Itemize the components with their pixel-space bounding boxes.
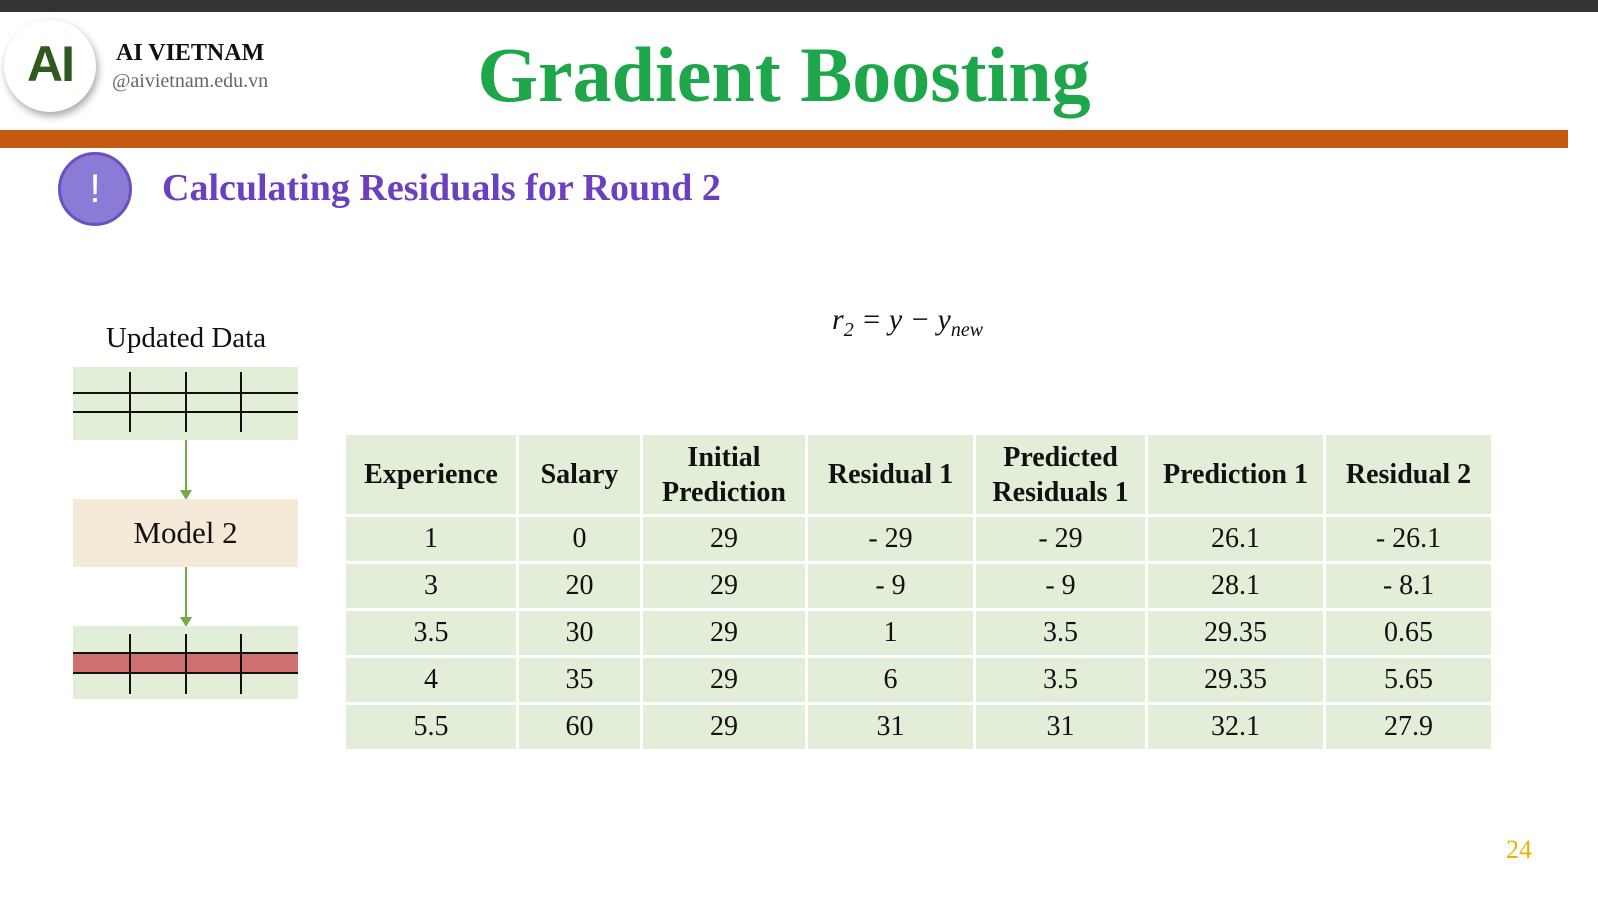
residual-output-grid — [73, 626, 298, 699]
table-cell: 31 — [805, 702, 976, 752]
table-cell: 3.5 — [973, 608, 1148, 658]
table-row: 3 20 29 - 9 - 9 28.1 - 8.1 — [343, 561, 1494, 611]
table-cell: 60 — [516, 702, 643, 752]
brand-handle: @aivietnam.edu.vn — [112, 70, 269, 92]
slide-title: Gradient Boosting — [477, 31, 1091, 118]
table-cell: 4 — [343, 655, 519, 705]
table-row: 4 35 29 6 3.5 29.35 5.65 — [343, 655, 1494, 705]
formula-eq: = y − y — [853, 303, 951, 336]
grid-line — [240, 634, 242, 694]
section-subtitle: Calculating Residuals for Round 2 — [162, 167, 721, 209]
grid-line — [129, 634, 131, 694]
table-cell: 0 — [516, 514, 643, 564]
table-cell: 35 — [516, 655, 643, 705]
brand-name: AI VIETNAM — [116, 40, 265, 66]
table-cell: 26.1 — [1145, 514, 1326, 564]
arrow-shaft — [185, 440, 187, 491]
table-cell: 30 — [516, 608, 643, 658]
updated-data-label: Updated Data — [105, 322, 267, 354]
table-cell: - 8.1 — [1323, 561, 1494, 611]
table-cell: 5.65 — [1323, 655, 1494, 705]
arrow-down-icon — [180, 490, 192, 500]
table-cell: - 26.1 — [1323, 514, 1494, 564]
logo: AI — [4, 20, 96, 112]
table-cell: - 29 — [805, 514, 976, 564]
table-cell: 3 — [343, 561, 519, 611]
table-cell: 29 — [640, 561, 808, 611]
header-initial-prediction: Initial Prediction — [640, 432, 808, 517]
table-cell: 3.5 — [973, 655, 1148, 705]
table-cell: 28.1 — [1145, 561, 1326, 611]
table-cell: 29.35 — [1145, 655, 1326, 705]
table-row: 3.5 30 29 1 3.5 29.35 0.65 — [343, 608, 1494, 658]
header-residual-1: Residual 1 — [805, 432, 976, 517]
table-cell: 29 — [640, 514, 808, 564]
table-cell: 3.5 — [343, 608, 519, 658]
header-residual-2: Residual 2 — [1323, 432, 1494, 517]
table-cell: 6 — [805, 655, 976, 705]
table-cell: 29 — [640, 608, 808, 658]
header-prediction-1: Prediction 1 — [1145, 432, 1326, 517]
residual-formula: r2 = y − ynew — [832, 303, 983, 342]
arrow-down-icon — [180, 617, 192, 627]
residuals-table: Experience Salary Initial Prediction Res… — [343, 432, 1494, 752]
arrow-shaft — [185, 567, 187, 618]
updated-data-grid — [73, 367, 298, 440]
table-header-row: Experience Salary Initial Prediction Res… — [343, 432, 1494, 517]
header-predicted-residuals-1: Predicted Residuals 1 — [973, 432, 1148, 517]
grid-line — [240, 372, 242, 432]
table-cell: 32.1 — [1145, 702, 1326, 752]
top-bar — [0, 0, 1598, 12]
table-cell: 29 — [640, 655, 808, 705]
grid-line — [129, 372, 131, 432]
table-cell: - 9 — [805, 561, 976, 611]
model-label: Model 2 — [133, 515, 238, 550]
logo-text: AI — [27, 36, 75, 92]
exclamation-icon: ! — [58, 152, 132, 226]
table-row: 5.5 60 29 31 31 32.1 27.9 — [343, 702, 1494, 752]
table-cell: 29.35 — [1145, 608, 1326, 658]
grid-line — [185, 372, 187, 432]
accent-divider — [0, 130, 1568, 148]
table-cell: - 9 — [973, 561, 1148, 611]
table-cell: 1 — [805, 608, 976, 658]
page-number: 24 — [1506, 835, 1532, 864]
grid-line — [185, 634, 187, 694]
table-cell: 29 — [640, 702, 808, 752]
header-experience: Experience — [343, 432, 519, 517]
header-salary: Salary — [516, 432, 643, 517]
model-2-box: Model 2 — [73, 499, 298, 567]
table-row: 1 0 29 - 29 - 29 26.1 - 26.1 — [343, 514, 1494, 564]
formula-rhs-sub: new — [950, 319, 984, 341]
table-cell: 31 — [973, 702, 1148, 752]
table-cell: 20 — [516, 561, 643, 611]
table-cell: 5.5 — [343, 702, 519, 752]
formula-lhs: r — [832, 303, 844, 336]
table-cell: - 29 — [973, 514, 1148, 564]
table-cell: 1 — [343, 514, 519, 564]
formula-lhs-sub: 2 — [843, 319, 854, 341]
table-cell: 0.65 — [1323, 608, 1494, 658]
table-cell: 27.9 — [1323, 702, 1494, 752]
exclamation-glyph: ! — [89, 166, 101, 211]
